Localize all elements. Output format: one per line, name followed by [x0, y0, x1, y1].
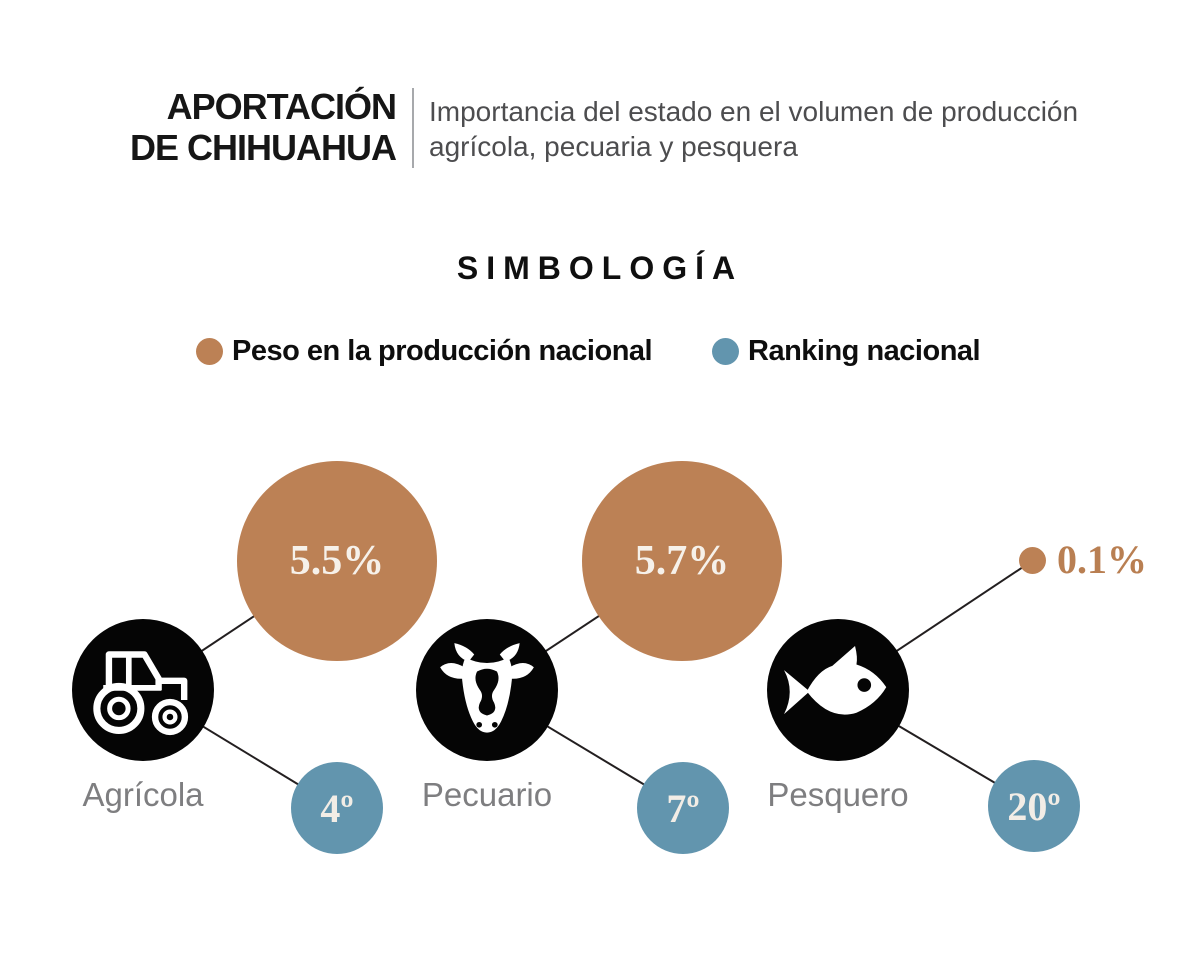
agricola-rank-bubble: 4º: [291, 762, 383, 854]
pesquero-rank-value: 20º: [1007, 783, 1061, 829]
pecuario-share-value: 5.7%: [634, 538, 730, 584]
pesquero-rank-bubble: 20º: [988, 760, 1080, 852]
pecuario-share-bubble: 5.7%: [582, 461, 782, 661]
legend-item-rank: Ranking nacional: [712, 335, 981, 368]
agricola-rank-value: 4º: [320, 785, 354, 831]
pecuario-rank-bubble: 7º: [637, 762, 729, 854]
fish-icon: [767, 619, 909, 761]
page-title-line1: APORTACIÓN: [166, 86, 397, 127]
pecuario-icon-circle: [416, 619, 558, 761]
pesquero-label: Pesquero: [767, 776, 909, 813]
page-title-line2: DE CHIHUAHUA: [130, 127, 397, 169]
pesquero-share-dot: [1019, 547, 1046, 574]
page-title: APORTACIÓN DE CHIHUAHUA: [100, 86, 397, 169]
share-legend-dot-icon: [196, 338, 223, 365]
agricola-label: Agrícola: [82, 776, 204, 813]
rank-legend-dot-icon: [712, 338, 739, 365]
page-subtitle-line1: Importancia del estado en el volumen de …: [429, 96, 1079, 127]
agricola-share-bubble: 5.5%: [237, 461, 437, 661]
legend-label-rank: Ranking nacional: [748, 335, 981, 367]
legend-label-share: Peso en la producción nacional: [232, 335, 653, 367]
agricola-share-value: 5.5%: [289, 538, 385, 584]
header-divider: [412, 88, 414, 168]
page-subtitle: Importancia del estado en el volumen de …: [429, 94, 1129, 164]
cow-icon: [416, 619, 558, 761]
agricola-icon-circle: [72, 619, 214, 761]
pecuario-label: Pecuario: [421, 776, 553, 813]
tractor-icon: [72, 619, 214, 761]
pecuario-rank-value: 7º: [666, 785, 700, 831]
page-subtitle-line2: agrícola, pecuaria y pesquera: [429, 131, 798, 162]
pesquero-share-value: 0.1%: [1057, 537, 1147, 582]
legend-heading: SIMBOLOGÍA: [456, 250, 744, 286]
legend-item-share: Peso en la producción nacional: [196, 335, 653, 368]
pesquero-icon-circle: [767, 619, 909, 761]
